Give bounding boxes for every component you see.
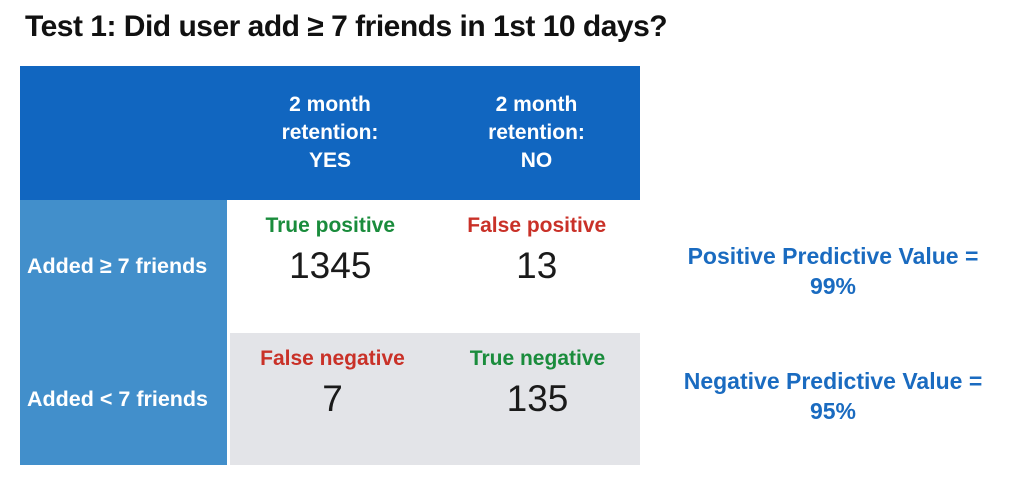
column-header-line: 2 month (289, 93, 371, 116)
table-header-row: 2 month retention: YES 2 month retention… (20, 66, 640, 200)
cell-false-negative: False negative 7 (230, 333, 435, 465)
column-header-retention-no: 2 month retention: NO (433, 66, 640, 200)
cell-value: 13 (516, 245, 558, 286)
column-header-line: YES (308, 149, 352, 172)
confusion-matrix-table: 2 month retention: YES 2 month retention… (20, 66, 640, 465)
table-row: True positive 1345 False positive 13 (227, 200, 640, 333)
cell-tag: False negative (260, 347, 405, 370)
cell-true-positive: True positive 1345 (227, 200, 434, 333)
cell-value: 135 (506, 378, 569, 419)
cell-value: 1345 (289, 245, 372, 286)
column-header-line: NO (520, 149, 553, 172)
annotation-value: 95% (809, 398, 857, 424)
cell-tag: True positive (265, 214, 396, 237)
row-label-added-ge-7: Added ≥ 7 friends (27, 254, 208, 278)
annotation-line: Positive Predictive Value = (687, 243, 979, 269)
annotation-line: Negative Predictive Value = (683, 368, 983, 394)
cell-true-negative: True negative 135 (435, 333, 640, 465)
cell-tag: True negative (469, 347, 606, 370)
annotation-value: 99% (809, 273, 857, 299)
column-header-line: 2 month (495, 93, 578, 116)
cell-value: 7 (322, 378, 343, 419)
cell-false-positive: False positive 13 (434, 200, 641, 333)
column-header-line: retention: (488, 121, 585, 144)
positive-predictive-value-annotation: Positive Predictive Value = 99% (650, 241, 1016, 301)
negative-predictive-value-annotation: Negative Predictive Value = 95% (650, 366, 1016, 426)
row-label-column: Added ≥ 7 friends Added < 7 friends (20, 200, 227, 465)
table-row: False negative 7 True negative 135 (230, 333, 640, 465)
column-header-retention-yes: 2 month retention: YES (227, 66, 433, 200)
row-label-added-lt-7: Added < 7 friends (27, 386, 208, 411)
cell-tag: False positive (467, 214, 607, 237)
page-title: Test 1: Did user add ≥ 7 friends in 1st … (25, 10, 668, 43)
column-header-line: retention: (281, 121, 379, 144)
